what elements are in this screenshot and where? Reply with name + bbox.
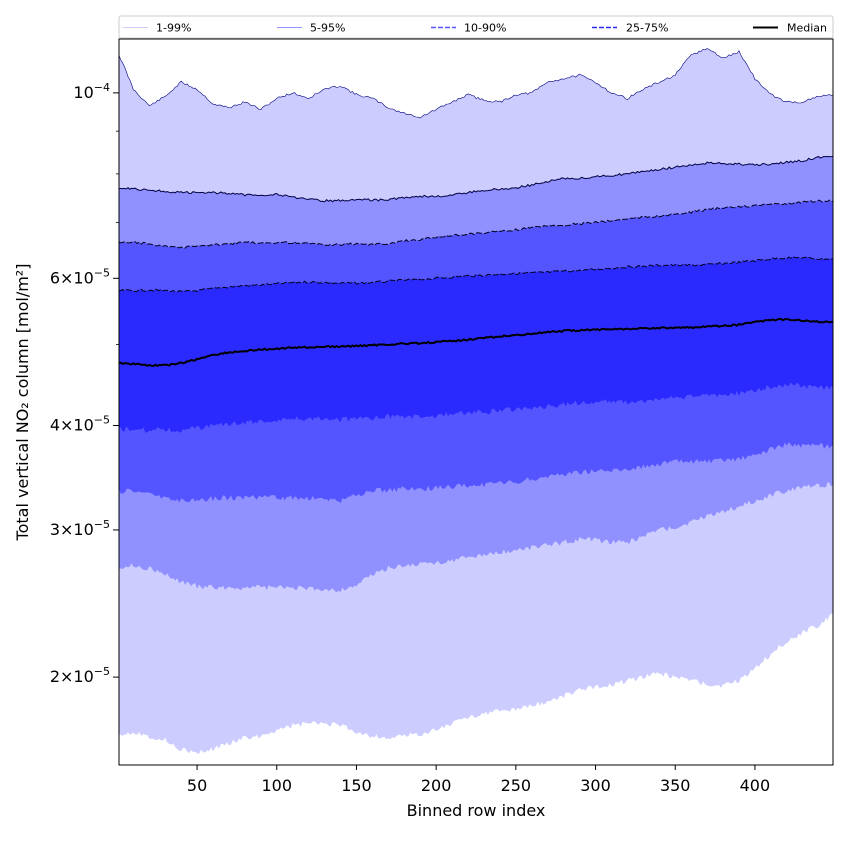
legend-box xyxy=(118,15,834,39)
median-line xyxy=(119,317,833,368)
y-axis-label: Total vertical NO₂ column [mol/m²] xyxy=(13,264,32,542)
legend: 1-99% 5-95% 10-90% 25-75% Median xyxy=(118,15,834,39)
legend-label-5-95%: 5-95% xyxy=(310,22,345,35)
x-tick-label: 300 xyxy=(580,776,611,795)
legend-label-1-99%: 1-99% xyxy=(156,22,191,35)
band-upper-line-1-99% xyxy=(119,48,833,119)
legend-label-Median: Median xyxy=(787,22,827,35)
x-tick-label: 400 xyxy=(740,776,771,795)
y-tick-label: 3×10−5 xyxy=(50,518,110,539)
plot-inner xyxy=(119,48,833,754)
x-tick-label: 150 xyxy=(341,776,372,795)
y-tick-label: 4×10−5 xyxy=(50,414,110,435)
band-fill-25-75% xyxy=(119,256,833,433)
x-tick-label: 200 xyxy=(421,776,452,795)
x-tick-label: 50 xyxy=(187,776,207,795)
x-tick-label: 350 xyxy=(660,776,691,795)
axes: 50 100 150 200 250 300 350 400 2×10−5 3×10−5 4×10−… xyxy=(50,38,834,795)
y-tick-label: 6×10−5 xyxy=(50,266,110,287)
legend-label-10-90%: 10-90% xyxy=(464,22,506,35)
y-tick-label: 10−4 xyxy=(73,81,110,102)
band-upper-line-10-90% xyxy=(119,199,833,249)
x-tick-label: 100 xyxy=(262,776,293,795)
legend-label-25-75%: 25-75% xyxy=(626,22,668,35)
band-upper-line-5-95% xyxy=(119,155,833,203)
x-axis-label: Binned row index xyxy=(407,801,546,820)
axes-frame xyxy=(118,38,834,766)
x-tick-label: 250 xyxy=(501,776,532,795)
y-tick-label: 2×10−5 xyxy=(50,665,110,686)
plot-area xyxy=(119,48,833,754)
